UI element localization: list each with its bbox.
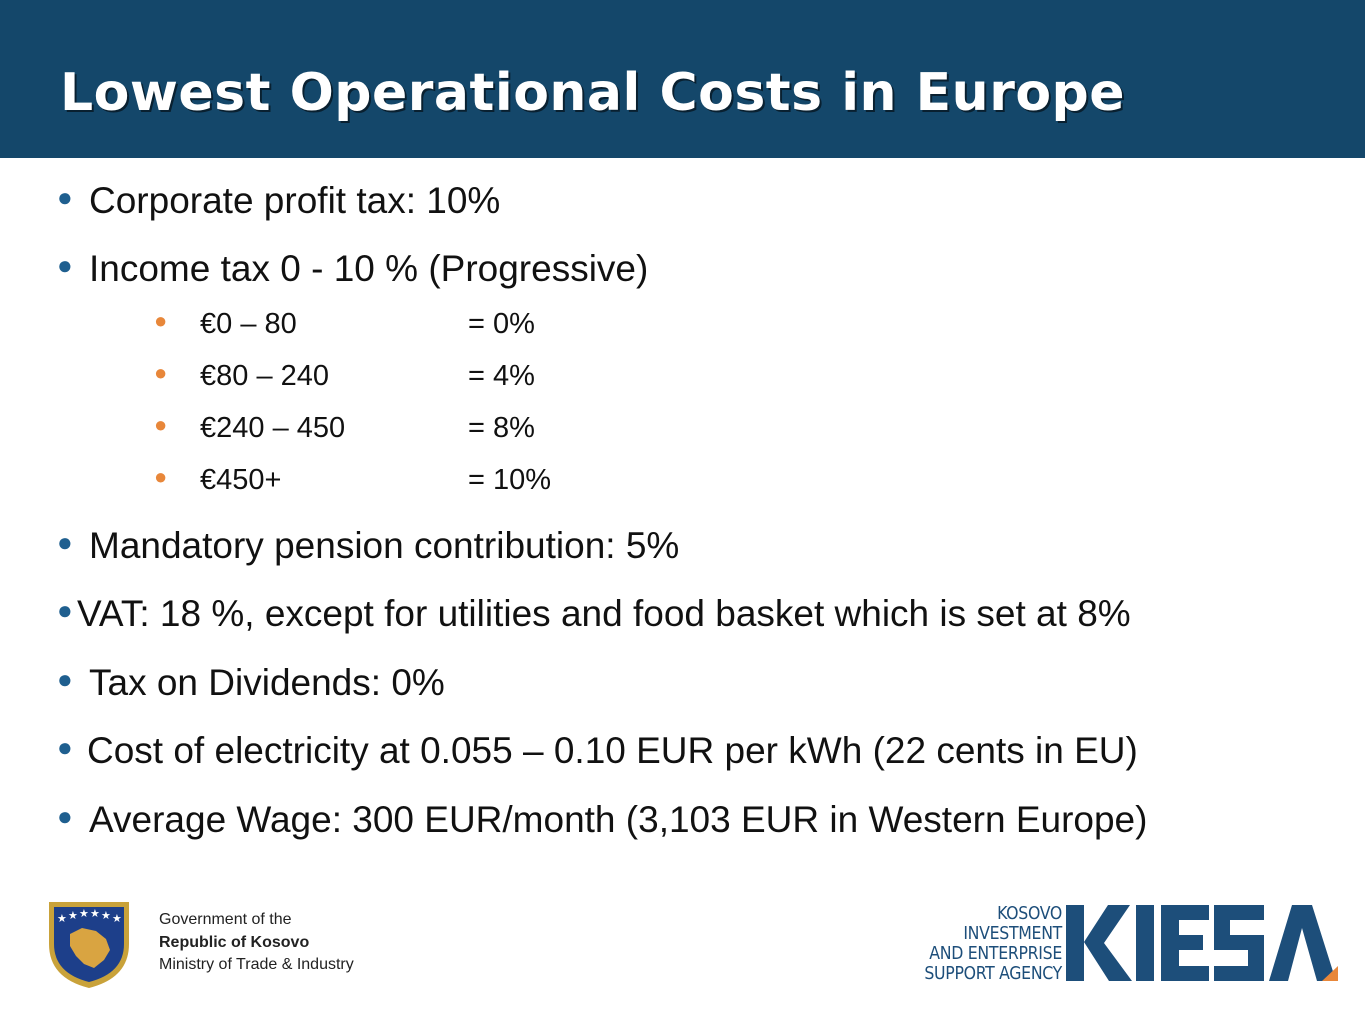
kiesa-logo-icon [1066, 905, 1338, 981]
bullet-text: Cost of electricity at 0.055 – 0.10 EUR … [87, 730, 1138, 771]
gov-line: Republic of Kosovo [159, 933, 310, 951]
bracket-range: €0 – 80 [200, 308, 297, 340]
sub-bullet-dot-icon: ● [154, 308, 168, 333]
bullet-dot-icon: ● [57, 250, 73, 280]
slide-title: Lowest Operational Costs in Europe [60, 63, 1126, 123]
bullet-pension: ● Mandatory pension contribution: 5% [57, 525, 680, 567]
bullet-dot-icon: ● [57, 595, 73, 625]
bracket-item: ● €0 – 80 = 0% [154, 308, 535, 341]
bullet-text: VAT: 18 %, except for utilities and food… [77, 593, 1131, 634]
svg-text:★: ★ [90, 907, 100, 920]
bullet-electricity: ● Cost of electricity at 0.055 – 0.10 EU… [57, 730, 1138, 772]
agency-name: KOSOVO INVESTMENT AND ENTERPRISE SUPPORT… [912, 904, 1062, 984]
bracket-range: €240 – 450 [200, 412, 346, 444]
bullet-dividends: ● Tax on Dividends: 0% [57, 662, 445, 704]
government-label: Government of the Republic of Kosovo Min… [159, 909, 354, 977]
sub-bullet-dot-icon: ● [154, 360, 168, 385]
sub-bullet-dot-icon: ● [154, 464, 168, 489]
bullet-income-tax: ● Income tax 0 - 10 % (Progressive) [57, 248, 649, 290]
gov-line: Government of the [159, 911, 292, 928]
bracket-rate: = 10% [468, 464, 552, 496]
agency-line: INVESTMENT [963, 924, 1062, 944]
svg-text:★: ★ [101, 909, 111, 922]
bullet-dot-icon: ● [57, 732, 73, 762]
bullet-dot-icon: ● [57, 527, 73, 557]
svg-text:★: ★ [57, 912, 67, 925]
agency-line: AND ENTERPRISE [929, 944, 1062, 964]
bullet-text: Average Wage: 300 EUR/month (3,103 EUR i… [89, 799, 1148, 840]
sub-bullet-dot-icon: ● [154, 412, 168, 437]
bullet-text: Corporate profit tax: 10% [89, 180, 501, 221]
bullet-dot-icon: ● [57, 664, 73, 694]
bullet-text: Tax on Dividends: 0% [89, 662, 445, 703]
bullet-corporate-tax: ● Corporate profit tax: 10% [57, 180, 501, 222]
bracket-rate: = 4% [468, 360, 535, 392]
svg-text:★: ★ [79, 907, 89, 920]
agency-line: SUPPORT AGENCY [924, 964, 1062, 984]
bullet-text: Mandatory pension contribution: 5% [89, 525, 680, 566]
bracket-range: €450+ [200, 464, 282, 496]
bullet-text: Income tax 0 - 10 % (Progressive) [89, 248, 649, 289]
bullet-dot-icon: ● [57, 801, 73, 831]
bracket-item: ● €240 – 450 = 8% [154, 412, 535, 445]
bullet-wage: ● Average Wage: 300 EUR/month (3,103 EUR… [57, 799, 1148, 841]
bracket-rate: = 8% [468, 412, 535, 444]
gov-line: Ministry of Trade & Industry [159, 956, 354, 973]
svg-text:★: ★ [112, 912, 122, 925]
bullet-vat: ● VAT: 18 %, except for utilities and fo… [57, 593, 1131, 635]
bullet-dot-icon: ● [57, 182, 73, 212]
svg-text:★: ★ [68, 909, 78, 922]
title-bar: Lowest Operational Costs in Europe [0, 0, 1365, 158]
bracket-rate: = 0% [468, 308, 535, 340]
bracket-range: €80 – 240 [200, 360, 330, 392]
agency-line: KOSOVO [997, 904, 1062, 924]
bracket-item: ● €80 – 240 = 4% [154, 360, 535, 393]
kosovo-coat-of-arms-icon: ★ ★ ★ ★ ★ ★ [49, 902, 129, 988]
bracket-item: ● €450+ = 10% [154, 464, 551, 497]
